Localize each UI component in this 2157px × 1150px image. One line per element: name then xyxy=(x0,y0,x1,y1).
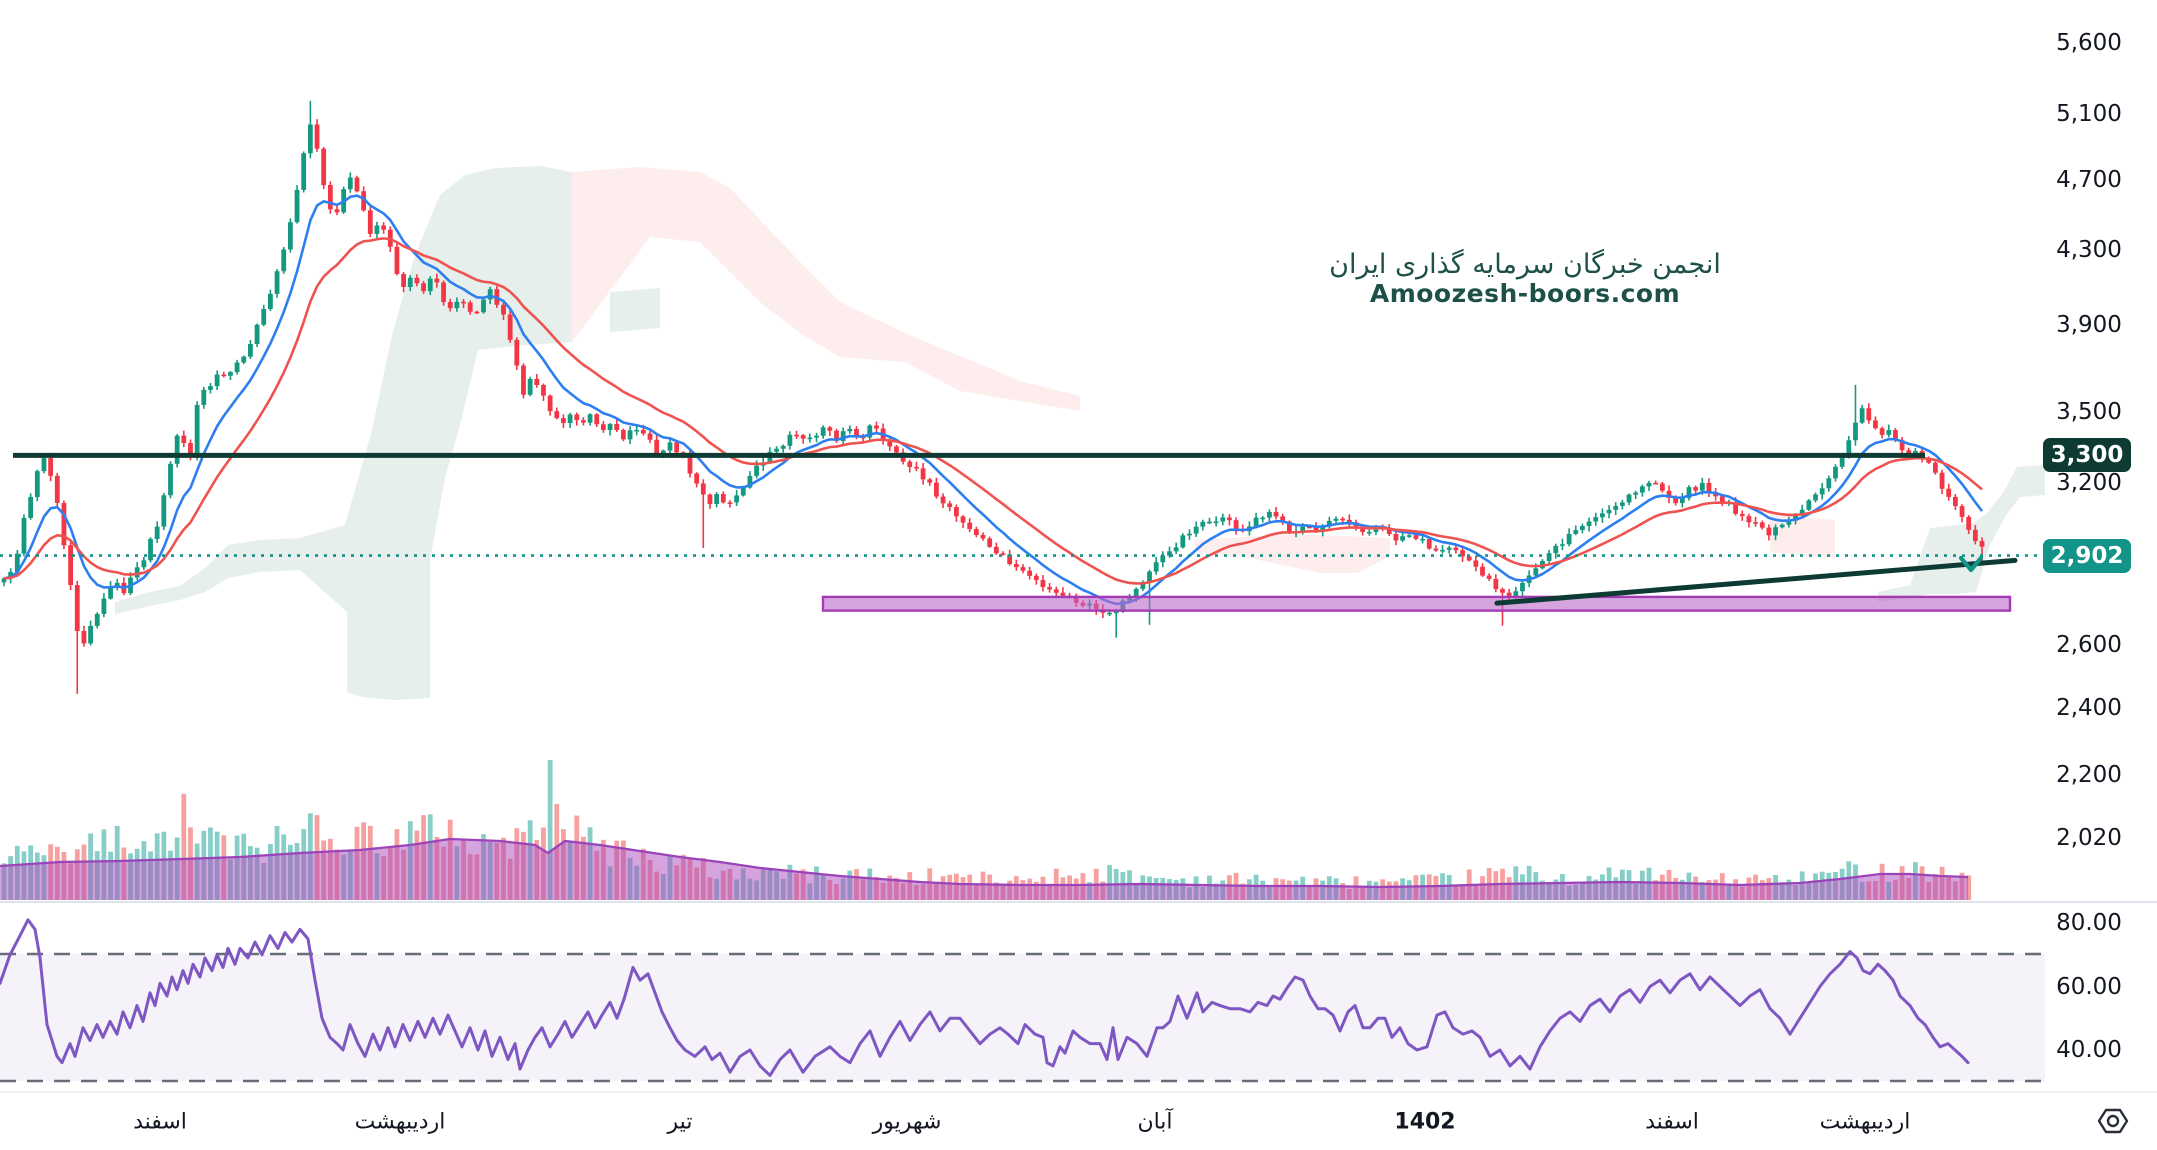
x-axis-label: 1402 xyxy=(1394,1109,1456,1135)
watermark: انجمن خبرگان سرمایه گذاری ایران Amoozesh… xyxy=(1290,249,1760,309)
watermark-line-fa: انجمن خبرگان سرمایه گذاری ایران xyxy=(1329,249,1721,280)
x-axis-label: شهریور xyxy=(872,1109,942,1135)
rsi-axis-tick: 80.00 xyxy=(2056,910,2122,936)
y-axis-tick: 3,500 xyxy=(2056,399,2122,425)
x-axis-label: آبان xyxy=(1137,1109,1173,1135)
resistance-price-badge: 3,300 xyxy=(2043,438,2131,473)
last-price-badge: 2,902 xyxy=(2043,538,2131,573)
x-axis-label: اسفند xyxy=(133,1109,187,1135)
y-axis-tick: 5,600 xyxy=(2056,30,2122,56)
y-axis-tick: 3,900 xyxy=(2056,312,2122,338)
x-axis-label: اردیبهشت xyxy=(354,1109,446,1135)
watermark-line-en: Amoozesh-boors.com xyxy=(1369,279,1681,309)
y-axis-tick: 2,020 xyxy=(2056,825,2122,851)
y-axis-tick: 2,600 xyxy=(2056,632,2122,658)
y-axis-tick: 5,100 xyxy=(2056,101,2122,127)
rsi-axis-tick: 60.00 xyxy=(2056,974,2122,1000)
x-axis-label: تیر xyxy=(667,1109,693,1135)
y-axis-tick: 2,400 xyxy=(2056,695,2122,721)
y-axis-tick: 4,300 xyxy=(2056,237,2122,263)
x-axis-label: اسفند xyxy=(1645,1109,1699,1135)
x-axis-label: اردیبهشت xyxy=(1819,1109,1911,1135)
y-axis-tick: 3,200 xyxy=(2056,470,2122,496)
y-axis-tick: 4,700 xyxy=(2056,167,2122,193)
y-axis-tick: 2,200 xyxy=(2056,762,2122,788)
axis-settings-icon[interactable] xyxy=(2096,1104,2130,1138)
rsi-axis-tick: 40.00 xyxy=(2056,1037,2122,1063)
